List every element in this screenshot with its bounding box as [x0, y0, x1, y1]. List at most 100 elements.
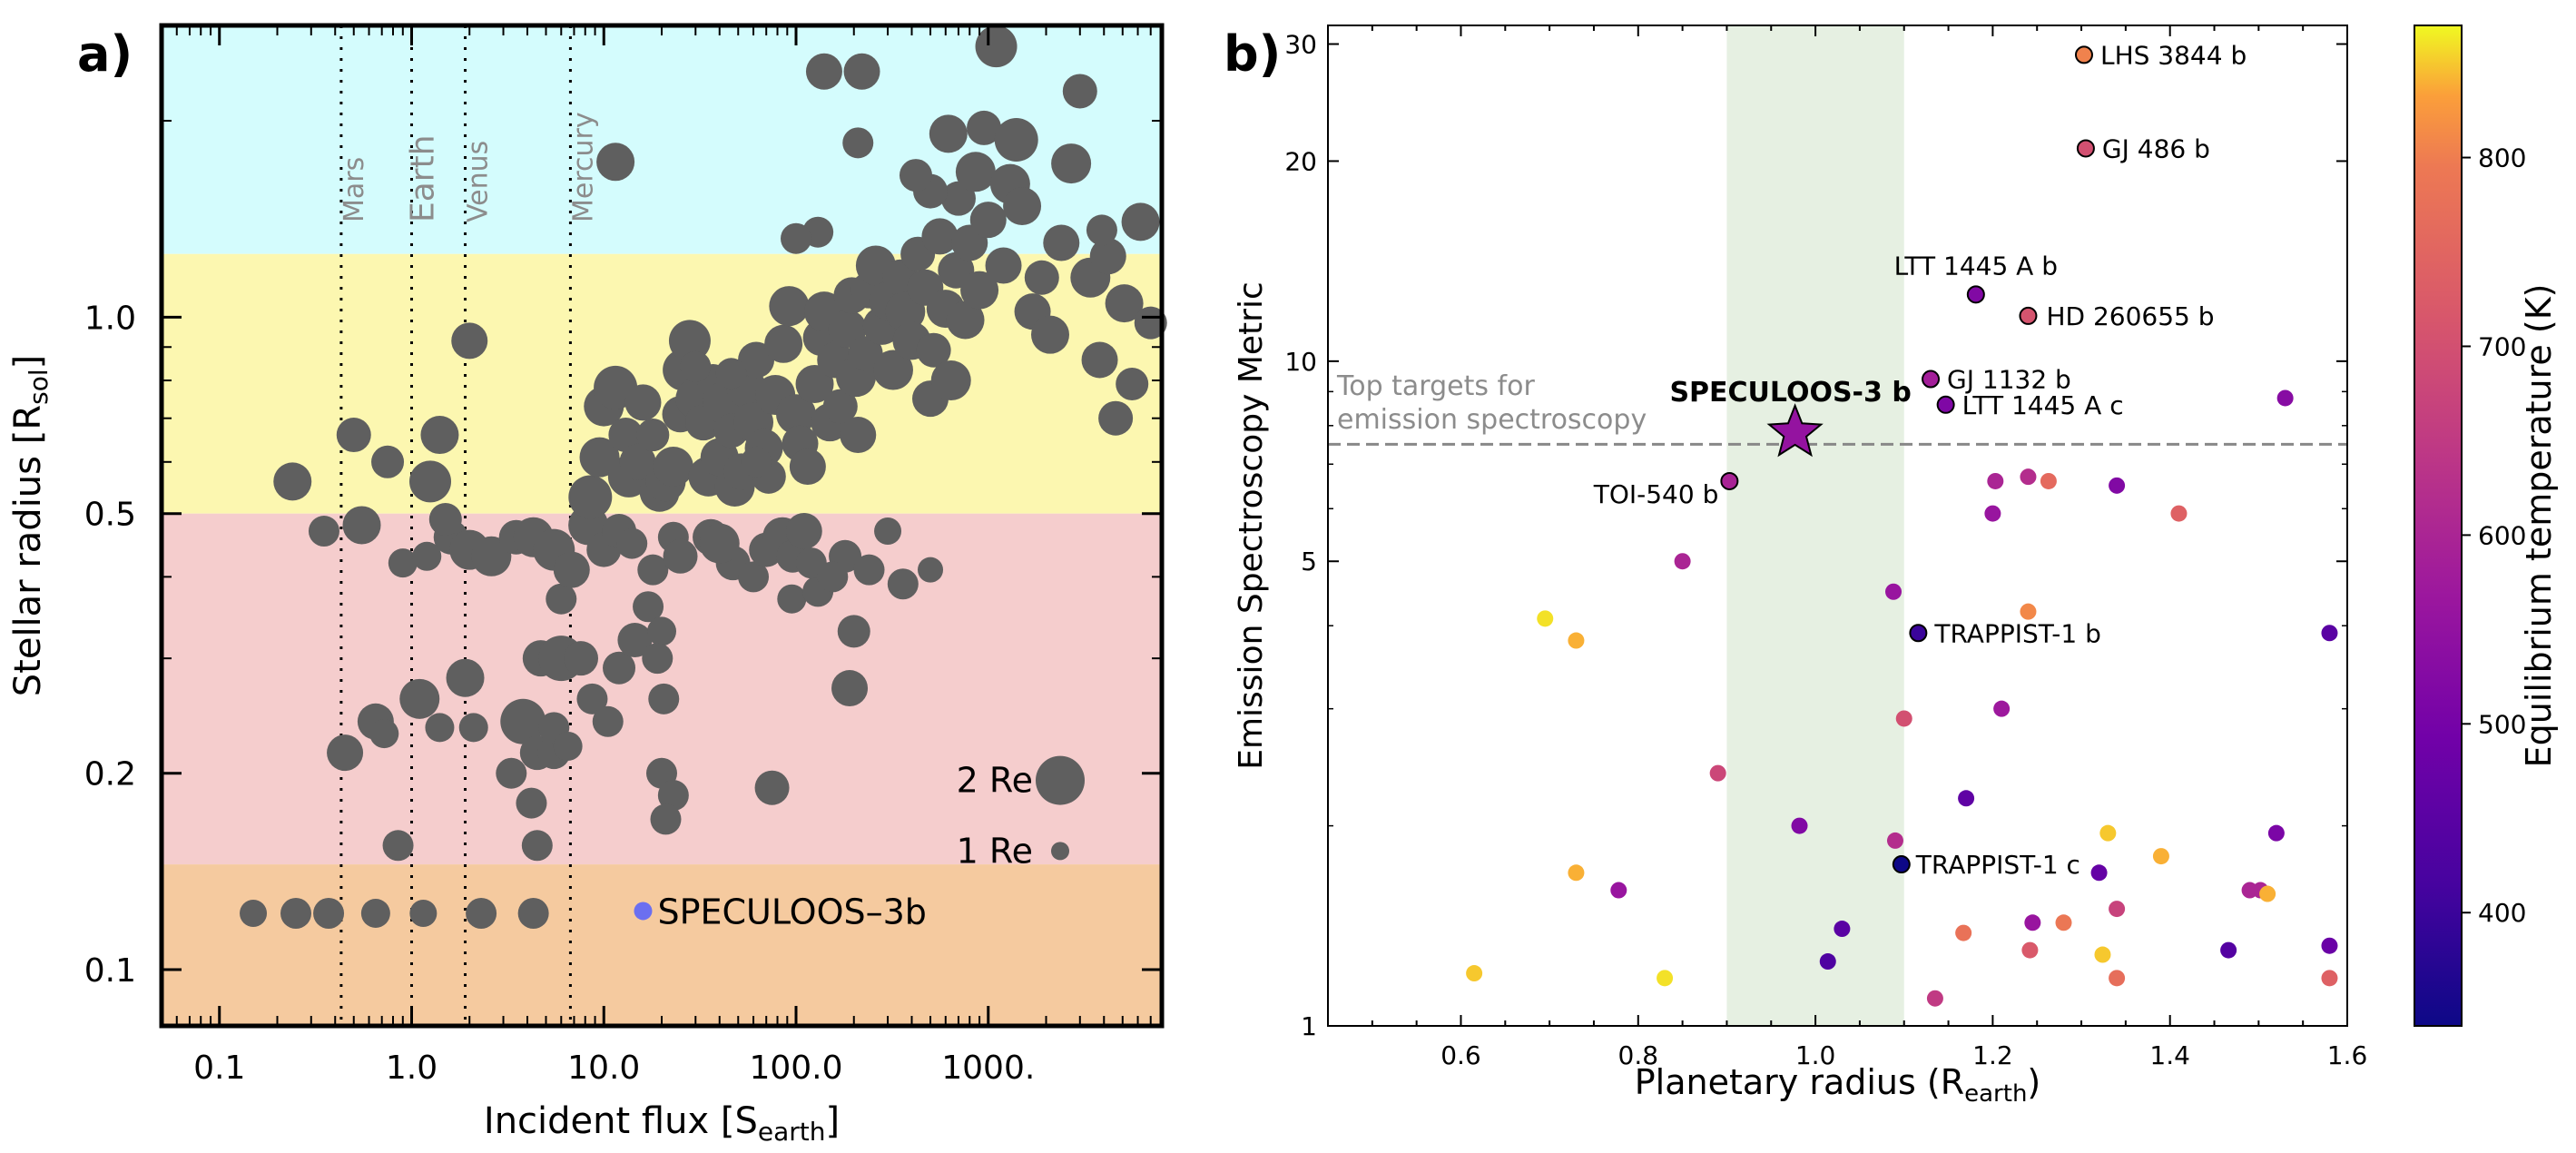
planet-point	[960, 271, 999, 310]
labeled-planet-point	[1936, 395, 1955, 414]
planet-point	[776, 394, 817, 435]
x-tick-label: 1.2	[1972, 1040, 2013, 1070]
planet-point	[754, 770, 790, 805]
planet-point	[985, 247, 1022, 284]
panel-a-y-tick-labels: 0.1 0.2 0.5 1.0	[84, 300, 136, 990]
threshold-annotation-line2: emission spectroscopy	[1337, 404, 1647, 436]
planet-point	[1568, 864, 1585, 882]
y-tick-label: 1.0	[84, 300, 136, 337]
planet-point	[1984, 505, 2001, 522]
labeled-planet-point	[1909, 624, 1928, 643]
y-tick-label: 30	[1284, 30, 1317, 60]
planet-point	[608, 418, 644, 453]
planet-label: GJ 486 b	[2102, 133, 2210, 163]
planet-point	[1987, 472, 2004, 489]
panel-b-tag: b)	[1224, 25, 1281, 83]
planet-point	[1116, 367, 1149, 400]
x-tick-label: 1.6	[2327, 1040, 2368, 1070]
planet-point	[2020, 468, 2037, 486]
planet-point	[1674, 553, 1691, 570]
planet-point	[967, 110, 1002, 145]
planet-point	[409, 899, 438, 927]
colorbar-tick-label: 800	[2478, 143, 2526, 173]
planet-point	[653, 447, 693, 488]
planet-point	[1819, 953, 1836, 971]
planet-point	[1885, 583, 1903, 600]
planet-point	[471, 536, 512, 576]
planet-point	[795, 364, 834, 403]
planet-point	[1993, 700, 2011, 717]
panel-b-x-tick-labels: 0.6 0.8 1.0 1.2 1.4 1.6	[1440, 1040, 2367, 1070]
x-tick-label: 1.0	[386, 1050, 438, 1087]
planet-point	[382, 830, 414, 862]
planet-point	[921, 218, 959, 255]
planet-point	[409, 460, 452, 503]
y-tick-label: 0.5	[84, 497, 136, 534]
planet-point	[2267, 824, 2285, 842]
colorbar-tick-labels: 400 500 600 700 800	[2478, 143, 2526, 929]
planet-point	[568, 475, 613, 519]
planet-point	[1895, 710, 1912, 727]
legend-2re-marker	[1036, 755, 1085, 805]
planet-point	[2109, 477, 2126, 494]
planet-point	[2109, 970, 2126, 987]
planet-point	[446, 658, 485, 697]
planet-point	[1926, 990, 1943, 1007]
planet-point	[994, 117, 1038, 162]
panel-b-frame	[1327, 25, 2348, 1027]
planet-point	[2020, 603, 2037, 620]
labeled-planet-point	[2019, 306, 2038, 325]
planet-label: TRAPPIST-1 c	[1915, 850, 2080, 880]
labeled-planet-point	[1892, 855, 1911, 874]
planet-point	[1791, 817, 1808, 834]
planet-point	[617, 623, 653, 658]
panel-a: a) Mars Earth Venus Mercury SPECULOOS–3b…	[7, 23, 1167, 1147]
planet-point	[553, 731, 583, 761]
planet-point	[466, 897, 497, 929]
planet-point	[388, 548, 418, 578]
planet-point	[822, 389, 858, 424]
planet-point	[872, 350, 913, 390]
planet-point	[642, 643, 673, 675]
planet-point	[929, 114, 968, 153]
planet-point	[2321, 937, 2338, 954]
planet-point	[2220, 941, 2237, 959]
earth-label: Earth	[405, 134, 442, 222]
planet-label: TRAPPIST-1 b	[1933, 618, 2101, 648]
planet-point	[817, 561, 849, 593]
planet-point	[837, 615, 870, 648]
planet-point	[1051, 143, 1092, 184]
labeled-planets: LHS 3844 b GJ 486 b LTT 1445 A b HD 260655 …	[1593, 40, 2247, 880]
panel-a-tag: a)	[77, 25, 133, 83]
y-tick-label: 0.1	[84, 952, 136, 990]
planet-label: LHS 3844 b	[2100, 40, 2247, 70]
venus-label: Venus	[463, 141, 495, 222]
y-tick-label: 1	[1301, 1011, 1317, 1041]
planet-point	[647, 616, 676, 646]
planet-point	[930, 360, 971, 401]
planet-point	[2241, 882, 2258, 899]
planet-point	[831, 670, 869, 707]
panel-a-x-axis-title: Incident flux [Searth]	[484, 1100, 840, 1147]
planet-point	[273, 462, 312, 501]
planet-point	[2321, 625, 2338, 642]
planet-point	[887, 568, 919, 600]
planet-point	[848, 336, 883, 371]
planet-point	[1098, 400, 1134, 436]
planet-point	[1709, 764, 1726, 782]
x-tick-label: 10.0	[567, 1050, 640, 1087]
x-tick-label: 1000.	[941, 1050, 1035, 1087]
speculoos-3b-star	[1766, 403, 1824, 458]
legend-2re-label: 2 Re	[957, 761, 1033, 801]
labeled-planet-point	[1966, 285, 1985, 304]
planet-point	[564, 641, 599, 676]
planet-point	[1003, 187, 1042, 226]
y-tick-label: 10	[1284, 347, 1317, 377]
threshold-annotation-line1: Top targets for	[1336, 370, 1535, 402]
planet-point	[619, 443, 656, 480]
panel-b-y-axis-title: Emission Spectroscopy Metric	[1233, 281, 1270, 770]
labeled-planet-point	[1922, 370, 1941, 389]
planet-point	[1086, 214, 1117, 246]
planet-point	[1043, 224, 1080, 261]
